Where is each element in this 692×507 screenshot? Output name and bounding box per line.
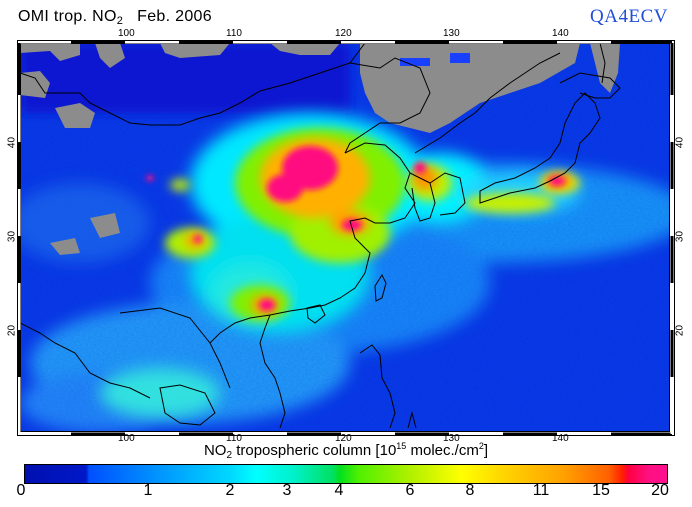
right-lat-tick-30: 30 [674,230,686,243]
cb-title-main: tropospheric column [10 [232,442,397,459]
top-lon-tick-130: 130 [443,28,460,39]
title-subscript: 2 [116,15,124,27]
cb-title-sub: 2 [226,450,233,461]
cb-title-no: NO [203,442,227,459]
no2-map [20,43,670,432]
right-lat-tick-40: 40 [674,136,686,149]
colorbar [24,464,668,484]
cb-tick-3: 3 [282,482,292,499]
cb-tick-8: 8 [465,482,475,499]
no2-heatmap [20,43,670,432]
title-date: Feb. 2006 [137,8,212,25]
cb-title-close: ] [483,442,489,459]
cb-tick-15: 15 [592,482,610,499]
cb-title-exp: 15 [396,441,407,451]
bottom-lon-tick-120: 120 [335,433,352,444]
bottom-lon-tick-140: 140 [552,433,569,444]
top-lon-tick-120: 120 [335,28,352,39]
top-lon-tick-100: 100 [118,28,135,39]
chart-title: OMI trop. NO2 Feb. 2006 [18,8,212,27]
cb-tick-11: 11 [532,482,550,499]
cb-title-unit: molec./cm [406,442,479,459]
cb-title-unit-exp: 2 [478,441,484,451]
cb-tick-4: 4 [334,482,344,499]
cb-tick-1: 1 [143,482,153,499]
left-lat-tick-20: 20 [6,324,18,337]
cb-tick-0: 0 [16,482,26,499]
top-lon-tick-140: 140 [552,28,569,39]
left-lat-tick-30: 30 [6,230,18,243]
left-lat-tick-40: 40 [6,136,18,149]
bottom-lon-tick-110: 110 [226,433,242,444]
map-graticule-frame [17,40,675,436]
bottom-lon-tick-130: 130 [443,433,460,444]
cb-tick-6: 6 [405,482,415,499]
bottom-lon-tick-100: 100 [118,433,135,444]
cb-tick-2: 2 [225,482,235,499]
colorbar-title: NO2 tropospheric column [1015 molec./cm2… [0,441,692,461]
cb-tick-20: 20 [651,482,669,499]
right-lat-tick-20: 20 [674,324,686,337]
title-prefix: OMI trop. NO [18,8,117,25]
qa4ecv-logo: QA4ECV [590,6,668,27]
top-lon-tick-110: 110 [226,28,242,39]
